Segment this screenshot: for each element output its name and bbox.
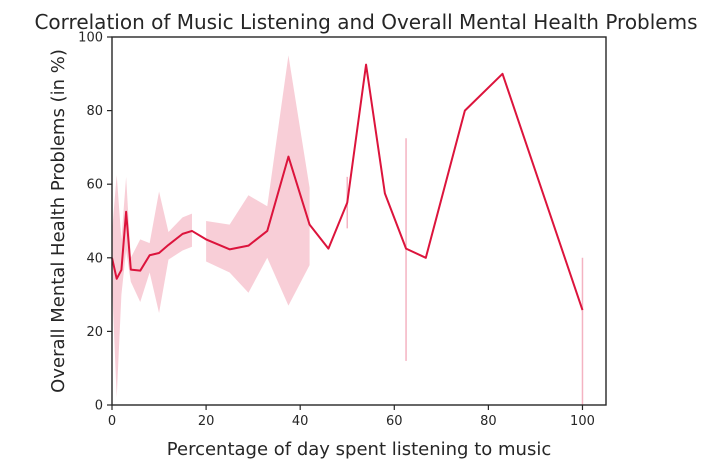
x-tick-label: 20: [198, 414, 215, 429]
y-tick-label: 80: [86, 104, 103, 119]
plot-area: [111, 55, 584, 405]
x-tick-label: 80: [480, 414, 497, 429]
chart-title: Correlation of Music Listening and Overa…: [34, 10, 697, 34]
y-tick-label: 40: [86, 251, 103, 266]
y-tick-label: 100: [78, 31, 103, 46]
confidence-band-1: [112, 175, 192, 398]
axes-frame: [111, 36, 607, 406]
y-tick-label: 20: [86, 325, 103, 340]
x-tick-label: 40: [292, 414, 309, 429]
axes: 0 20 40 60 80 100 0 20 40 60 80 100: [78, 31, 607, 429]
x-axis-label: Percentage of day spent listening to mus…: [167, 439, 551, 460]
confidence-band-2: [206, 55, 310, 306]
x-tick-label: 60: [386, 414, 403, 429]
x-tick-label: 100: [570, 414, 595, 429]
series-line: [111, 63, 584, 311]
x-tick-label: 0: [108, 414, 116, 429]
y-tick-label: 0: [95, 399, 103, 414]
y-axis-label: Overall Mental Health Problems (in %): [48, 49, 69, 393]
y-tick-label: 60: [86, 178, 103, 193]
